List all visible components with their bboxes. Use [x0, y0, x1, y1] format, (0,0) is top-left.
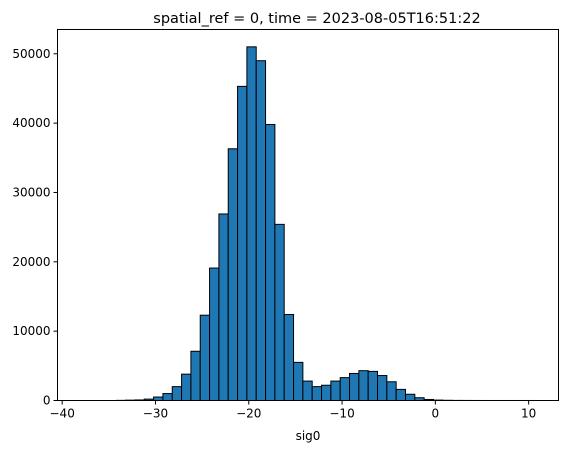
- bars-group: [115, 46, 537, 402]
- x-tick-label: −20: [236, 407, 261, 421]
- histogram-bar: [386, 381, 397, 401]
- histogram-bar: [321, 384, 332, 401]
- histogram-bar: [283, 314, 295, 402]
- x-tick-label: −40: [50, 407, 75, 421]
- histogram-bar: [265, 124, 276, 401]
- histogram-bar: [227, 148, 239, 401]
- histogram-bar: [377, 375, 388, 402]
- histogram-bar: [171, 386, 183, 402]
- histogram-bar: [274, 223, 285, 401]
- x-axis-label: sig0: [296, 429, 321, 443]
- histogram-bar: [162, 393, 173, 402]
- y-tick-label: 0: [43, 394, 51, 408]
- histogram-bar: [330, 380, 341, 401]
- x-axis: −40 −30 −20 −10 0 10: [50, 400, 536, 421]
- histogram-bar: [349, 372, 360, 401]
- y-tick-label: 50000: [12, 47, 50, 61]
- histogram-bar: [237, 85, 248, 402]
- histogram-bar: [339, 377, 351, 401]
- histogram-bar: [367, 370, 379, 401]
- x-tick-label: 0: [432, 407, 440, 421]
- histogram-bar: [311, 386, 323, 402]
- y-tick-label: 20000: [12, 255, 50, 269]
- histogram-bar: [218, 213, 229, 401]
- y-tick-label: 30000: [12, 185, 50, 199]
- histogram-bar: [395, 388, 406, 401]
- histogram-bar: [293, 361, 304, 401]
- histogram-bar: [302, 380, 313, 401]
- histogram-bar: [209, 267, 220, 401]
- y-tick-label: 40000: [12, 116, 50, 130]
- histogram-bar: [181, 373, 192, 401]
- x-tick-label: −10: [329, 407, 354, 421]
- x-tick-label: −30: [143, 407, 168, 421]
- plot-frame: [57, 29, 559, 401]
- histogram-bar: [199, 314, 211, 402]
- y-axis: 0 10000 20000 30000 40000 50000: [12, 47, 58, 408]
- histogram-bar: [246, 46, 257, 402]
- histogram-bar: [358, 370, 369, 401]
- x-tick-label: 10: [521, 407, 536, 421]
- histogram-bar: [190, 350, 201, 402]
- histogram-bar: [255, 60, 267, 402]
- histogram-bar: [153, 396, 164, 401]
- histogram-bar: [404, 393, 416, 402]
- y-tick-label: 10000: [12, 324, 50, 338]
- chart-title: spatial_ref = 0, time = 2023-08-05T16:51…: [153, 11, 480, 27]
